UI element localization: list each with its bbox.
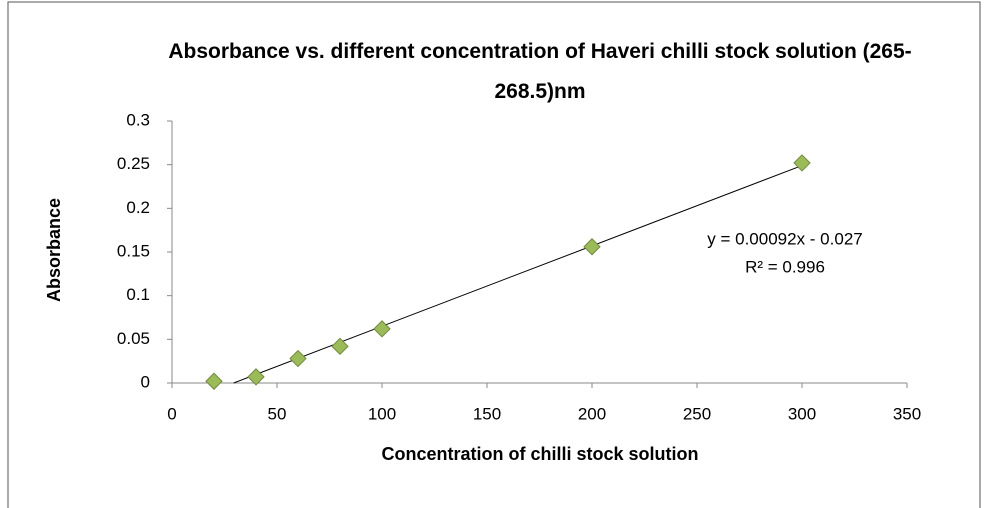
y-tick-label: 0.3 xyxy=(126,110,150,129)
data-point xyxy=(205,372,223,390)
data-point xyxy=(583,238,601,256)
x-tick-label: 150 xyxy=(473,404,501,423)
data-point xyxy=(289,349,307,368)
x-axis-label: Concentration of chilli stock solution xyxy=(381,444,698,464)
data-point xyxy=(247,368,265,386)
trendline-equation: y = 0.00092x - 0.027 xyxy=(707,229,862,248)
data-point xyxy=(331,337,349,356)
y-tick-label: 0.05 xyxy=(117,329,150,348)
y-axis-label: Absorbance xyxy=(44,198,64,302)
chart-frame xyxy=(7,1,981,508)
data-point xyxy=(373,320,391,338)
trendline xyxy=(233,165,803,384)
y-tick-label: 0.15 xyxy=(117,241,150,260)
x-tick-label: 350 xyxy=(893,404,921,423)
x-tick-label: 100 xyxy=(368,404,396,423)
trendline-r2: R² = 0.996 xyxy=(745,257,825,276)
chart-title: Absorbance vs. different concentration o… xyxy=(168,40,912,103)
x-tick-label: 250 xyxy=(683,404,711,423)
x-tick-label: 300 xyxy=(788,404,816,423)
data-point xyxy=(793,154,811,172)
x-tick-label: 0 xyxy=(167,404,176,423)
x-tick-label: 50 xyxy=(268,404,287,423)
y-tick-label: 0 xyxy=(141,372,150,391)
y-tick-label: 0.25 xyxy=(117,154,150,173)
x-tick-label: 200 xyxy=(578,404,606,423)
y-tick-label: 0.1 xyxy=(126,285,150,304)
y-tick-label: 0.2 xyxy=(126,198,150,217)
